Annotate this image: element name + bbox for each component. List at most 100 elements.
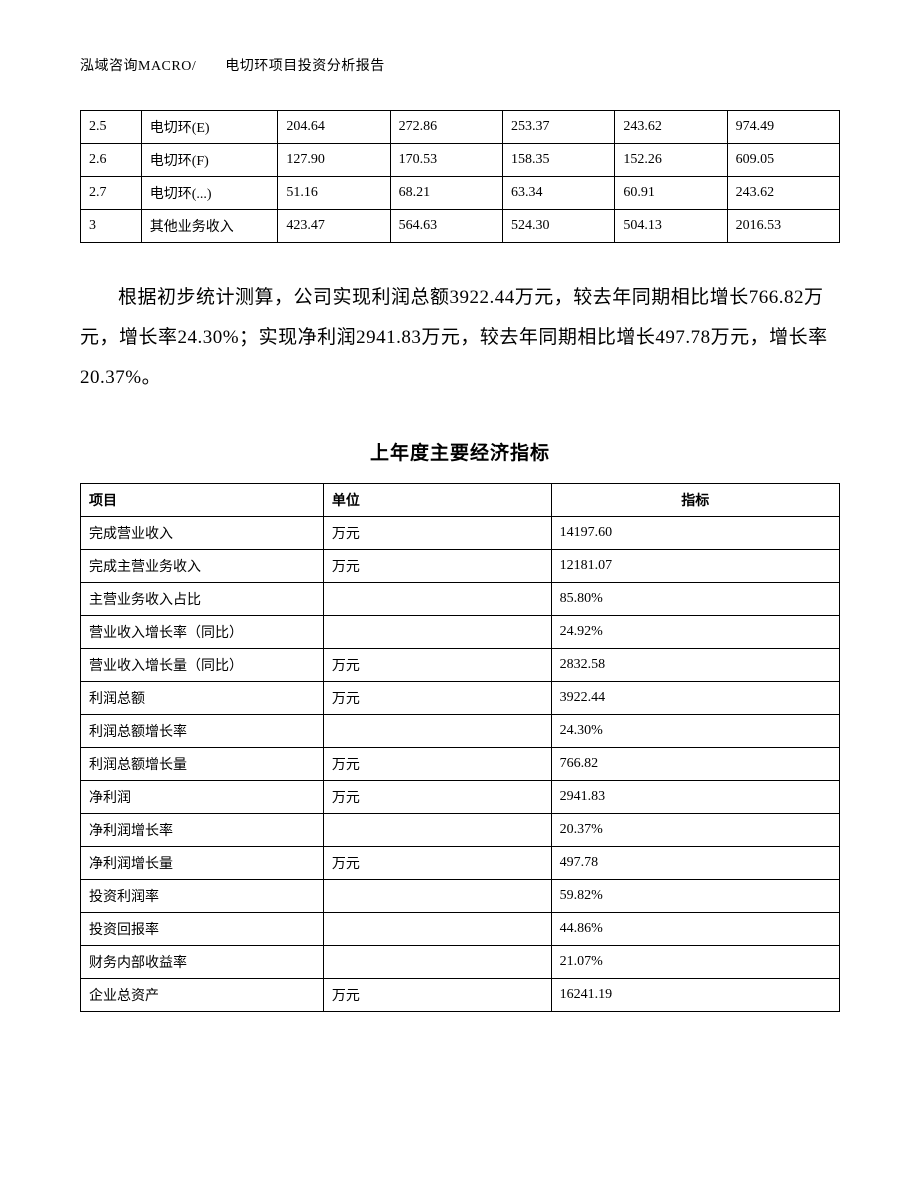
table-cell xyxy=(323,615,551,648)
table-row: 2.6电切环(F)127.90170.53158.35152.26609.05 xyxy=(81,144,840,177)
table-cell xyxy=(323,945,551,978)
table-cell xyxy=(323,714,551,747)
table-cell: 3 xyxy=(81,210,142,243)
table-cell: 127.90 xyxy=(278,144,390,177)
table-cell: 万元 xyxy=(323,846,551,879)
table-cell: 423.47 xyxy=(278,210,390,243)
table-cell: 其他业务收入 xyxy=(141,210,278,243)
table-cell: 243.62 xyxy=(727,177,839,210)
table-cell: 营业收入增长量（同比） xyxy=(81,648,324,681)
table2-header-1: 单位 xyxy=(323,483,551,516)
table-cell: 51.16 xyxy=(278,177,390,210)
table-cell: 万元 xyxy=(323,516,551,549)
table-cell: 59.82% xyxy=(551,879,839,912)
table-cell: 主营业务收入占比 xyxy=(81,582,324,615)
table-row: 投资回报率 44.86% xyxy=(81,912,840,945)
table-cell: 完成营业收入 xyxy=(81,516,324,549)
table-cell: 21.07% xyxy=(551,945,839,978)
table-cell: 766.82 xyxy=(551,747,839,780)
table-cell: 524.30 xyxy=(502,210,614,243)
table-cell: 14197.60 xyxy=(551,516,839,549)
table-cell: 272.86 xyxy=(390,111,502,144)
table-cell: 504.13 xyxy=(615,210,727,243)
table-cell xyxy=(323,813,551,846)
page-header: 泓域咨询MACRO/ 电切环项目投资分析报告 xyxy=(80,55,840,75)
table-cell: 24.30% xyxy=(551,714,839,747)
table-cell xyxy=(323,879,551,912)
table-cell: 净利润增长率 xyxy=(81,813,324,846)
section-title: 上年度主要经济指标 xyxy=(80,438,840,465)
table-cell: 609.05 xyxy=(727,144,839,177)
table-cell: 170.53 xyxy=(390,144,502,177)
table-cell: 投资回报率 xyxy=(81,912,324,945)
revenue-breakdown-table: 2.5电切环(E)204.64272.86253.37243.62974.492… xyxy=(80,110,840,243)
table-row: 营业收入增长量（同比）万元2832.58 xyxy=(81,648,840,681)
table-row: 净利润万元2941.83 xyxy=(81,780,840,813)
table-row: 3其他业务收入423.47564.63524.30504.132016.53 xyxy=(81,210,840,243)
table-cell: 158.35 xyxy=(502,144,614,177)
table-cell: 2.5 xyxy=(81,111,142,144)
table-cell: 营业收入增长率（同比） xyxy=(81,615,324,648)
table-row: 净利润增长量万元497.78 xyxy=(81,846,840,879)
table2-header-2: 指标 xyxy=(551,483,839,516)
table-row: 主营业务收入占比 85.80% xyxy=(81,582,840,615)
table-row: 利润总额万元3922.44 xyxy=(81,681,840,714)
table1-body: 2.5电切环(E)204.64272.86253.37243.62974.492… xyxy=(81,111,840,243)
table-cell: 497.78 xyxy=(551,846,839,879)
table-row: 完成营业收入万元14197.60 xyxy=(81,516,840,549)
table-cell: 净利润增长量 xyxy=(81,846,324,879)
table-cell: 电切环(...) xyxy=(141,177,278,210)
table-cell: 12181.07 xyxy=(551,549,839,582)
table2-header-row: 项目 单位 指标 xyxy=(81,483,840,516)
table-cell: 电切环(E) xyxy=(141,111,278,144)
table-cell: 2.7 xyxy=(81,177,142,210)
table-row: 2.5电切环(E)204.64272.86253.37243.62974.49 xyxy=(81,111,840,144)
table-cell: 20.37% xyxy=(551,813,839,846)
table-cell: 60.91 xyxy=(615,177,727,210)
table-cell: 204.64 xyxy=(278,111,390,144)
table-cell: 2.6 xyxy=(81,144,142,177)
table-cell: 利润总额增长率 xyxy=(81,714,324,747)
table-cell: 974.49 xyxy=(727,111,839,144)
economic-indicators-table: 项目 单位 指标 完成营业收入万元14197.60完成主营业务收入万元12181… xyxy=(80,483,840,1012)
table-cell xyxy=(323,912,551,945)
table-row: 完成主营业务收入万元12181.07 xyxy=(81,549,840,582)
table-cell: 万元 xyxy=(323,549,551,582)
table-cell: 企业总资产 xyxy=(81,978,324,1011)
table-cell: 万元 xyxy=(323,978,551,1011)
table-cell: 44.86% xyxy=(551,912,839,945)
table-row: 投资利润率 59.82% xyxy=(81,879,840,912)
table-cell: 85.80% xyxy=(551,582,839,615)
table-row: 营业收入增长率（同比）24.92% xyxy=(81,615,840,648)
table-cell: 2941.83 xyxy=(551,780,839,813)
summary-paragraph: 根据初步统计测算，公司实现利润总额3922.44万元，较去年同期相比增长766.… xyxy=(80,278,840,398)
table-cell: 3922.44 xyxy=(551,681,839,714)
table-cell: 利润总额 xyxy=(81,681,324,714)
table-row: 2.7电切环(...)51.1668.2163.3460.91243.62 xyxy=(81,177,840,210)
table-row: 净利润增长率 20.37% xyxy=(81,813,840,846)
table-cell: 投资利润率 xyxy=(81,879,324,912)
table-cell: 2016.53 xyxy=(727,210,839,243)
table-cell: 243.62 xyxy=(615,111,727,144)
table-cell: 财务内部收益率 xyxy=(81,945,324,978)
table-cell: 16241.19 xyxy=(551,978,839,1011)
table-row: 财务内部收益率 21.07% xyxy=(81,945,840,978)
header-text: 泓域咨询MACRO/ 电切环项目投资分析报告 xyxy=(80,59,385,74)
table-cell: 万元 xyxy=(323,681,551,714)
table-cell: 253.37 xyxy=(502,111,614,144)
table-cell: 63.34 xyxy=(502,177,614,210)
table-cell: 净利润 xyxy=(81,780,324,813)
table-row: 利润总额增长率 24.30% xyxy=(81,714,840,747)
table-cell: 564.63 xyxy=(390,210,502,243)
table-cell: 68.21 xyxy=(390,177,502,210)
table-cell: 152.26 xyxy=(615,144,727,177)
table-cell xyxy=(323,582,551,615)
table-cell: 利润总额增长量 xyxy=(81,747,324,780)
table-row: 利润总额增长量万元766.82 xyxy=(81,747,840,780)
table2-body: 完成营业收入万元14197.60完成主营业务收入万元12181.07主营业务收入… xyxy=(81,516,840,1011)
table2-header-0: 项目 xyxy=(81,483,324,516)
table-cell: 电切环(F) xyxy=(141,144,278,177)
table-cell: 万元 xyxy=(323,648,551,681)
table-cell: 万元 xyxy=(323,747,551,780)
table-cell: 万元 xyxy=(323,780,551,813)
